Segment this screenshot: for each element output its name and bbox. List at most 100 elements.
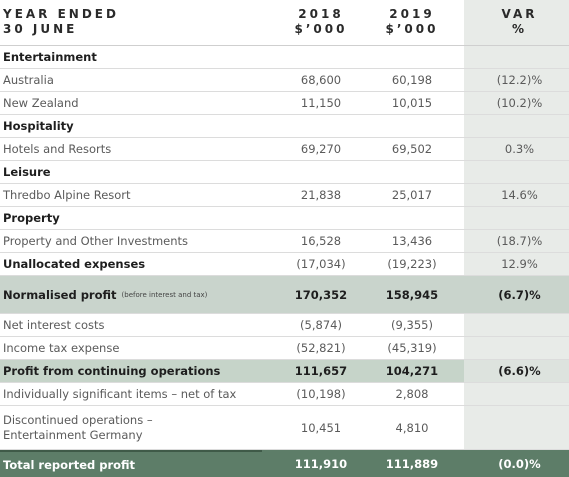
value-cell: (10,198) (262, 383, 358, 405)
value-cell: 14.6% (464, 184, 569, 206)
label-text: Profit from continuing operations (3, 364, 221, 378)
label-text: Hotels and Resorts (3, 142, 112, 156)
value-cell: 158,945 (358, 276, 464, 313)
value-cell: (6.7)% (464, 276, 569, 313)
row-label: Property (0, 207, 262, 229)
cell-value: 16,528 (300, 234, 342, 248)
value-cell: 11,150 (262, 92, 358, 114)
table-row: Profit from continuing operations 111,657… (0, 360, 569, 383)
cell-value: (5,874) (300, 318, 342, 332)
table-row: New Zealand 11,150 10,015 (10.2)% (0, 92, 569, 115)
row-label: Australia (0, 69, 262, 91)
value-cell (262, 46, 358, 68)
row-label: Entertainment (0, 46, 262, 68)
row-label: Leisure (0, 161, 262, 183)
table-row: Australia 68,600 60,198 (12.2)% (0, 69, 569, 92)
label-text: Australia (3, 73, 54, 87)
value-cell (464, 161, 569, 183)
row-label: Hospitality (0, 115, 262, 137)
value-cell: 25,017 (358, 184, 464, 206)
header-line: VAR (501, 7, 538, 21)
label-text: Total reported profit (3, 457, 136, 472)
cell-value: 11,150 (300, 96, 342, 110)
value-cell (358, 46, 464, 68)
value-cell: (9,355) (358, 314, 464, 336)
cell-value: 4,810 (395, 420, 429, 435)
cell-value: 10,451 (300, 420, 342, 435)
row-label: New Zealand (0, 92, 262, 114)
cell-value: (19,223) (387, 257, 437, 271)
value-cell: 68,600 (262, 69, 358, 91)
table-row: Net interest costs (5,874) (9,355) (0, 314, 569, 337)
cell-value: 21,838 (300, 188, 342, 202)
row-label: Hotels and Resorts (0, 138, 262, 160)
value-cell (464, 383, 569, 405)
label-line: Discontinued operations – (3, 412, 153, 427)
value-cell: 4,810 (358, 406, 464, 449)
cell-value: 170,352 (294, 287, 348, 302)
value-cell: 21,838 (262, 184, 358, 206)
cell-value: (45,319) (387, 341, 437, 355)
cell-value: (9,355) (391, 318, 433, 332)
value-cell (358, 207, 464, 229)
value-cell: (19,223) (358, 253, 464, 275)
value-cell (262, 207, 358, 229)
value-cell: 69,270 (262, 138, 358, 160)
header-row: YEAR ENDED 30 JUNE 2018 $’000 2019 $’000 VA… (0, 0, 569, 46)
value-cell: 16,528 (262, 230, 358, 252)
cell-value: (0.0)% (498, 456, 541, 471)
label-text: New Zealand (3, 96, 79, 110)
header-line: 2019 (389, 7, 435, 21)
cell-value: 68,600 (300, 73, 342, 87)
row-label: Total reported profit (0, 450, 262, 477)
cell-value: 69,270 (300, 142, 342, 156)
row-label: Individually significant items – net of … (0, 383, 262, 405)
value-cell: 12.9% (464, 253, 569, 275)
value-cell (464, 46, 569, 68)
label-text: Income tax expense (3, 341, 120, 355)
value-cell: 170,352 (262, 276, 358, 313)
label-text: Normalised profit (3, 287, 117, 302)
row-label: Unallocated expenses (0, 253, 262, 275)
table-row: Entertainment (0, 46, 569, 69)
value-cell: (17,034) (262, 253, 358, 275)
cell-value: (6.6)% (498, 364, 541, 378)
label-text: Property and Other Investments (3, 234, 189, 248)
table-row: Hospitality (0, 115, 569, 138)
cell-value: (52,821) (296, 341, 346, 355)
cell-value: 2,808 (395, 387, 429, 401)
label-line: Entertainment Germany (3, 427, 143, 442)
header-line: % (511, 22, 528, 36)
label-text: Entertainment (3, 50, 97, 64)
cell-value: 111,657 (294, 364, 348, 378)
row-label: Normalised profit (before interest and ta… (0, 276, 262, 313)
label-text: Thredbo Alpine Resort (3, 188, 131, 202)
value-cell: (10.2)% (464, 92, 569, 114)
value-cell (262, 161, 358, 183)
value-cell (464, 337, 569, 359)
value-cell: 111,657 (262, 360, 358, 382)
cell-value: 10,015 (391, 96, 433, 110)
cell-value: 158,945 (385, 287, 439, 302)
value-cell: 60,198 (358, 69, 464, 91)
label-text: Unallocated expenses (3, 257, 146, 271)
cell-value: 111,889 (385, 456, 439, 471)
table-body: Entertainment Australia 68,600 60,198 (12.2)… (0, 46, 569, 477)
value-cell: (18.7)% (464, 230, 569, 252)
value-cell (358, 115, 464, 137)
label-text: Net interest costs (3, 318, 105, 332)
header-line: YEAR ENDED (3, 7, 119, 21)
table-row: Unallocated expenses (17,034) (19,223) 12.9… (0, 253, 569, 276)
value-cell: 0.3% (464, 138, 569, 160)
table-row: Normalised profit (before interest and ta… (0, 276, 569, 314)
label-note: (before interest and tax) (121, 290, 208, 299)
cell-value: 13,436 (391, 234, 433, 248)
cell-value: (18.7)% (496, 234, 543, 248)
label-text: Hospitality (3, 119, 74, 133)
value-cell: 104,271 (358, 360, 464, 382)
row-label: Profit from continuing operations (0, 360, 262, 382)
value-cell: (52,821) (262, 337, 358, 359)
row-label: Property and Other Investments (0, 230, 262, 252)
column-header: 2019 $’000 (358, 0, 464, 45)
